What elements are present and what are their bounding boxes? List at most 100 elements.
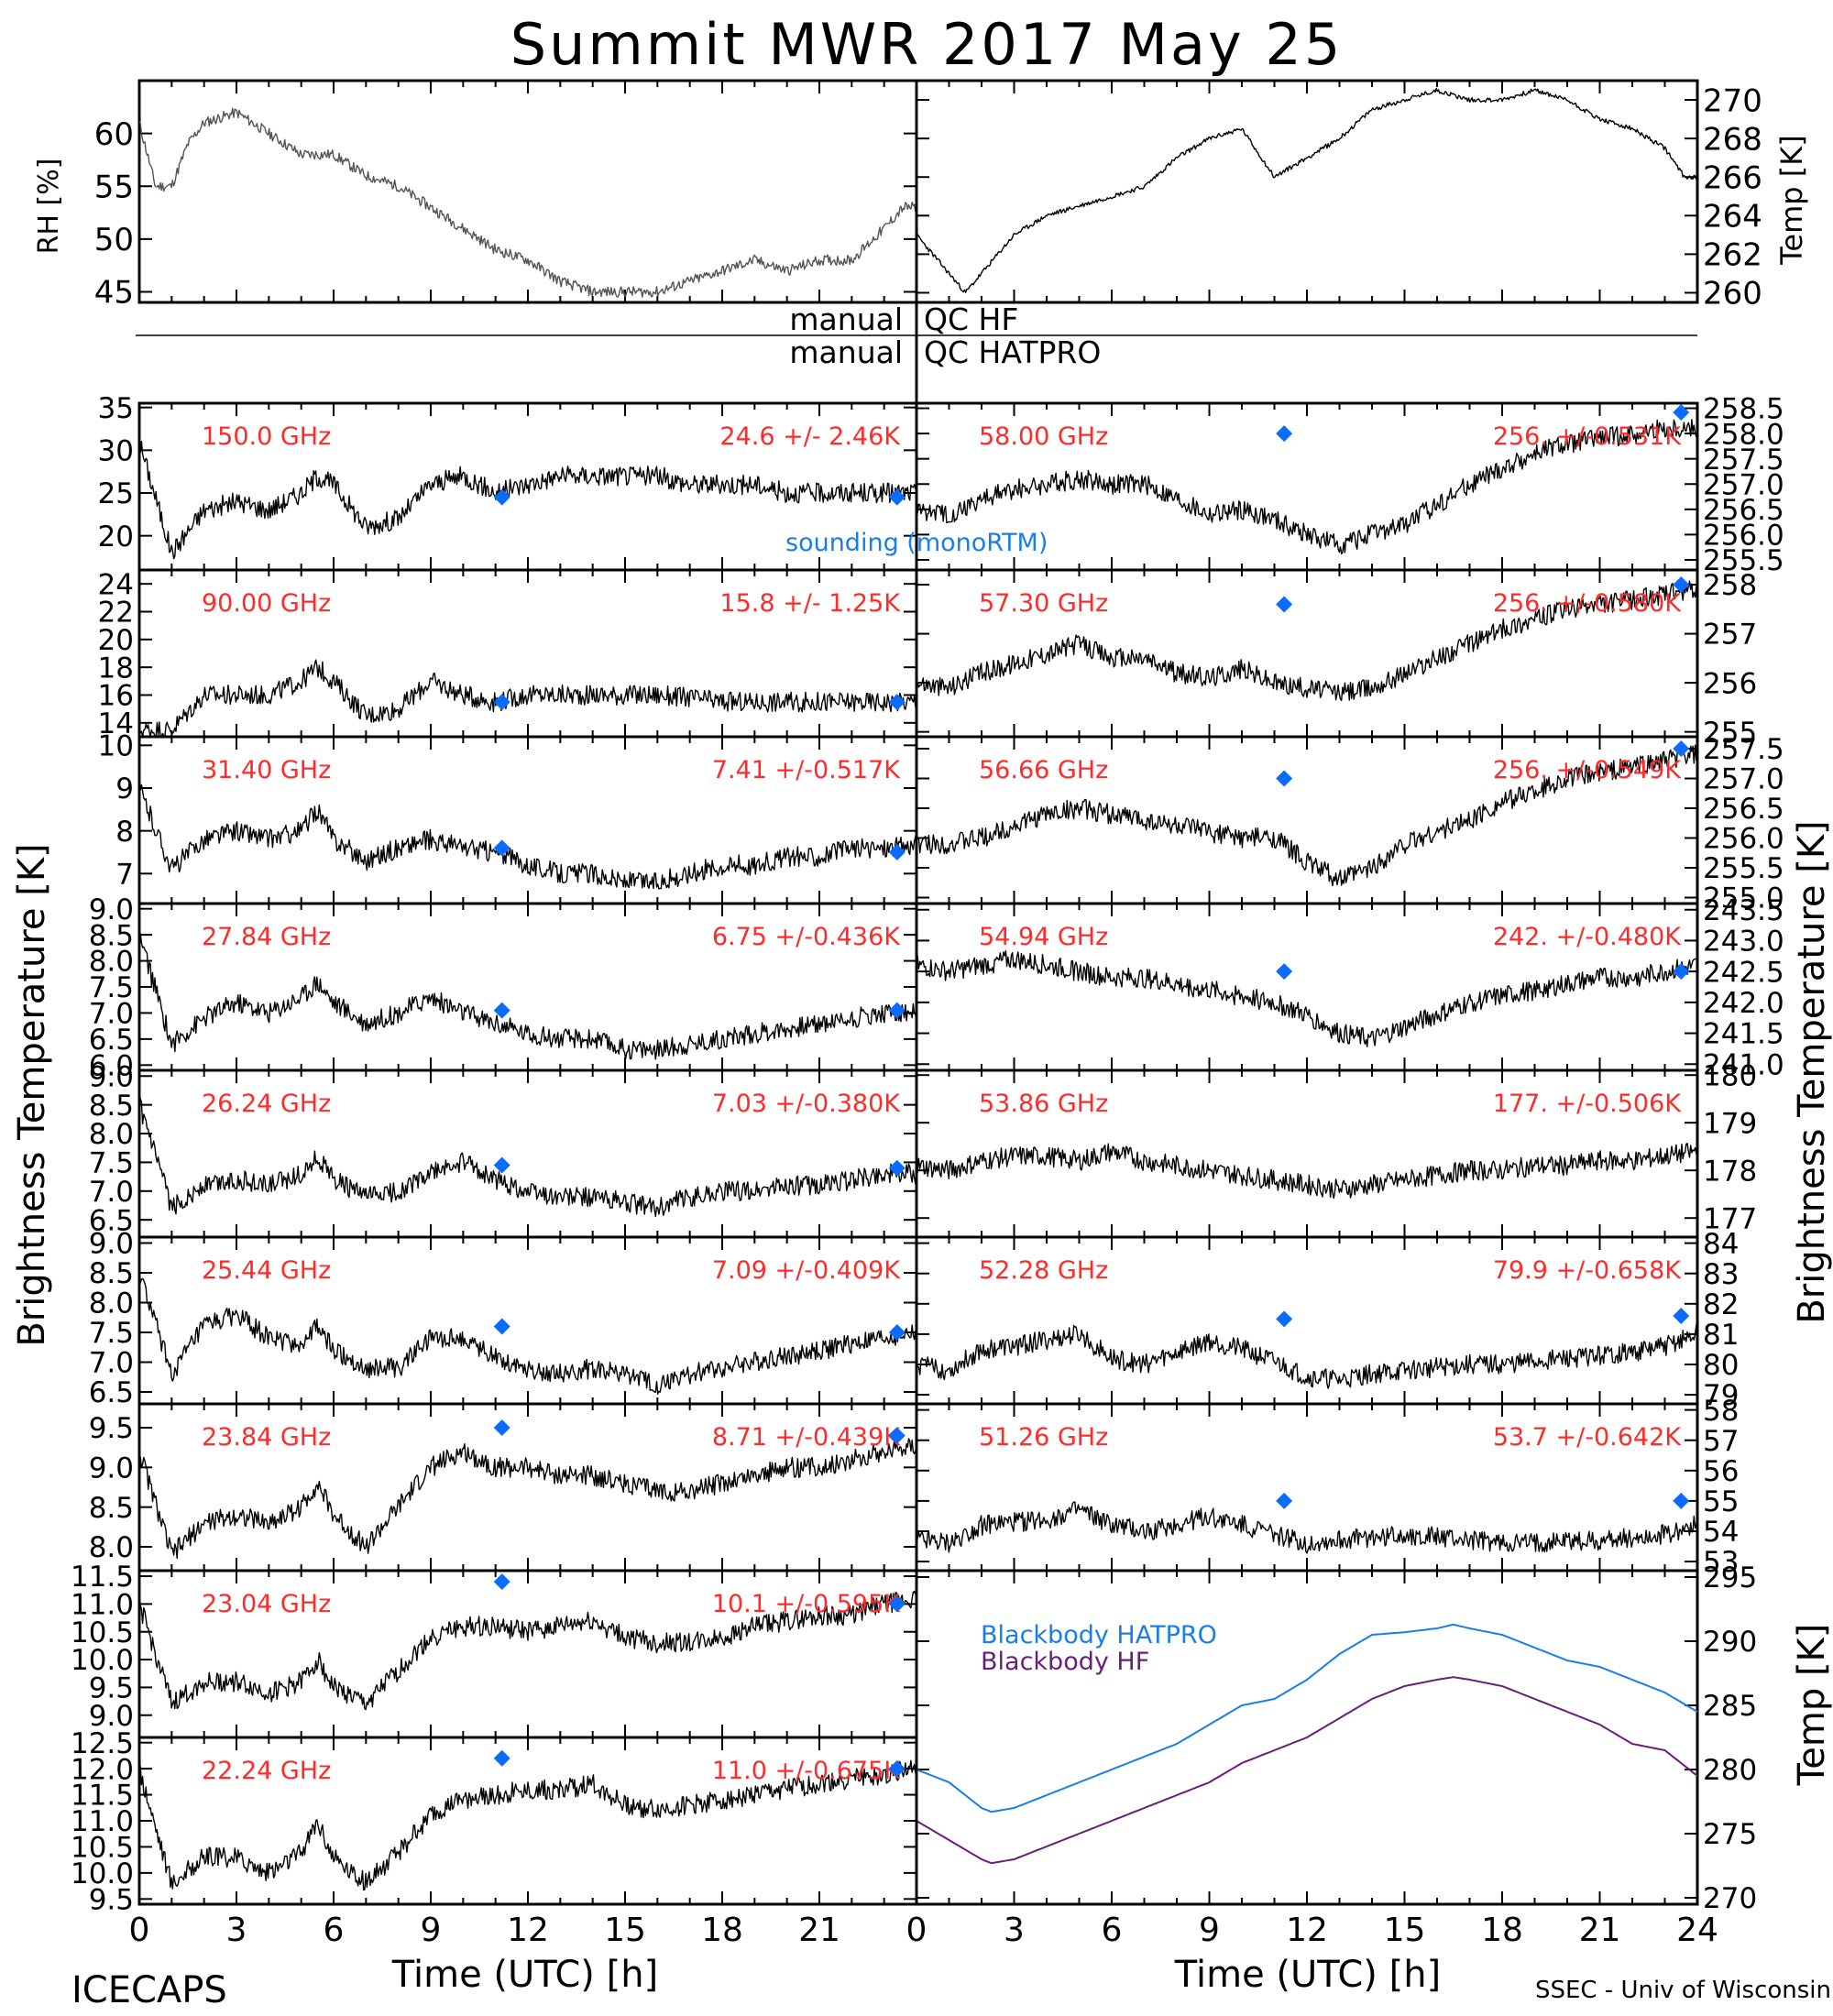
y-tick-label: 257.5 xyxy=(1703,444,1784,477)
panel-L3: 6.06.57.07.58.08.59.0 27.84 GHz 6.75 +/-0.… xyxy=(89,893,918,1082)
x-tick-label: 24 xyxy=(1676,1912,1718,1949)
channel-stat: 7.09 +/-0.409K xyxy=(712,1256,901,1285)
y-tick-label: 8.5 xyxy=(89,919,134,952)
y-tick-label: 11.0 xyxy=(71,1805,134,1838)
y-tick-label: 9.0 xyxy=(89,1060,134,1093)
y-axis-right-label: Brightness Temperature [K] xyxy=(1791,820,1833,1323)
y-tick-label: 25 xyxy=(98,477,134,510)
y-tick-label: 9.5 xyxy=(89,1883,134,1916)
y-tick-label: 264 xyxy=(1703,199,1762,236)
sounding-point xyxy=(1276,770,1293,787)
panel-L5: 6.57.07.58.08.59.0 25.44 GHz 7.09 +/-0.409… xyxy=(89,1228,918,1409)
y-tick-label: 8.5 xyxy=(89,1257,134,1290)
x-tick-label: 0 xyxy=(129,1912,150,1949)
channel-frequency: 31.40 GHz xyxy=(202,756,331,784)
channel-stat: 242. +/-0.480K xyxy=(1493,923,1682,951)
y-tick-label: 8 xyxy=(115,816,134,849)
channel-stat: 53.7 +/-0.642K xyxy=(1493,1423,1682,1452)
y-tick-label: 10.5 xyxy=(71,1832,134,1865)
series-line xyxy=(138,1095,917,1218)
panel-R4: 177 178 179 180 53.86 GHz 177. +/-0.506K xyxy=(915,1059,1757,1239)
panel-frame xyxy=(137,79,918,304)
y-tick-label: 60 xyxy=(94,116,134,153)
y-tick-label: 258 xyxy=(1703,569,1757,602)
channel-stat: 256. +/-0.531K xyxy=(1493,422,1682,451)
sounding-point xyxy=(1673,1308,1690,1325)
y-tick-label: 6.5 xyxy=(89,1204,134,1237)
y-tick-label: 14 xyxy=(98,707,134,740)
qc-hatpro-left: manual xyxy=(789,334,903,370)
y-tick-label: 177 xyxy=(1703,1202,1757,1235)
sounding-label: sounding (monoRTM) xyxy=(785,529,1048,557)
channel-frequency: 51.26 GHz xyxy=(979,1423,1108,1452)
sounding-point xyxy=(888,1427,906,1444)
y-tick-label: 255.0 xyxy=(1703,882,1784,915)
y-tick-label: 82 xyxy=(1703,1288,1739,1321)
y-tick-label: 8.0 xyxy=(89,946,134,979)
series-line xyxy=(916,949,1698,1047)
channel-frequency: 23.84 GHz xyxy=(202,1423,331,1452)
y-tick-label: 30 xyxy=(98,434,134,467)
panel-L2: 7 8 9 10 31.40 GHz 7.41 +/-0.517K xyxy=(98,729,918,905)
sounding-point xyxy=(493,1318,510,1335)
panel-frame xyxy=(915,79,1699,304)
y-tick-label: 178 xyxy=(1703,1155,1757,1188)
y-tick-label: 81 xyxy=(1703,1319,1739,1352)
y-tick-label: 266 xyxy=(1703,159,1762,196)
y-tick-label: 9.0 xyxy=(89,1700,134,1733)
panel-L4: 6.57.07.58.08.59.0 26.24 GHz 7.03 +/-0.380… xyxy=(89,1060,918,1239)
y-tick-label: 258.0 xyxy=(1703,418,1784,451)
sounding-point xyxy=(493,1573,510,1591)
sounding-point xyxy=(888,844,906,860)
sounding-point xyxy=(888,694,906,711)
series-line xyxy=(138,1438,917,1560)
x-tick-label: 18 xyxy=(1481,1912,1523,1949)
y-tick-label: 9.0 xyxy=(89,893,134,926)
sounding-point xyxy=(493,1156,510,1174)
y-tick-label: 257 xyxy=(1703,619,1757,652)
x-tick-label: 15 xyxy=(604,1912,646,1949)
y-tick-label: 270 xyxy=(1703,1882,1757,1915)
x-axis-label-right: Time (UTC) [h] xyxy=(1174,1954,1441,1996)
channel-stat: 10.1 +/-0.595K xyxy=(712,1590,901,1618)
channel-frequency: 52.28 GHz xyxy=(979,1256,1108,1285)
channel-stat: 6.75 +/-0.436K xyxy=(712,923,901,951)
x-tick-label: 9 xyxy=(1199,1912,1220,1949)
y-tick-label: 22 xyxy=(98,597,134,630)
sounding-point xyxy=(1673,576,1690,594)
y-tick-label: 242.5 xyxy=(1703,956,1784,989)
y-tick-label: 8.0 xyxy=(89,1531,134,1564)
y-tick-label: 257.5 xyxy=(1703,733,1784,766)
channel-frequency: 25.44 GHz xyxy=(202,1256,331,1285)
y-tick-label: 20 xyxy=(98,624,134,657)
y-tick-label: 35 xyxy=(98,392,134,425)
y-tick-label: 260 xyxy=(1703,276,1762,312)
sounding-point xyxy=(888,1324,906,1341)
y-tick-label: 10.5 xyxy=(71,1616,134,1649)
y-tick-label: 18 xyxy=(98,652,134,685)
x-tick-label: 21 xyxy=(1579,1912,1621,1949)
y-tick-label: 58 xyxy=(1703,1395,1739,1428)
x-tick-label: 12 xyxy=(507,1912,549,1949)
y-tick-label: 9.5 xyxy=(89,1412,134,1445)
series-line xyxy=(138,932,917,1060)
y-tick-label: 7.0 xyxy=(89,998,134,1031)
y-tick-label: 9.0 xyxy=(89,1228,134,1261)
y-tick-label: 24 xyxy=(98,568,134,601)
y-tick-label: 285 xyxy=(1703,1690,1757,1723)
sounding-point xyxy=(888,1002,906,1019)
y-tick-label: 12.5 xyxy=(71,1727,134,1760)
sounding-point xyxy=(888,1760,906,1778)
sounding-point xyxy=(1673,740,1690,757)
legend-bb-hatpro: Blackbody HATPRO xyxy=(981,1621,1217,1649)
y-tick-label: 16 xyxy=(98,680,134,713)
sounding-point xyxy=(1673,963,1690,981)
panel-R1: 255 256 257 258 57.30 GHz 256. +/-0.580K xyxy=(915,568,1757,750)
series-line xyxy=(916,419,1698,555)
y-tick-label: 9.5 xyxy=(89,1672,134,1705)
